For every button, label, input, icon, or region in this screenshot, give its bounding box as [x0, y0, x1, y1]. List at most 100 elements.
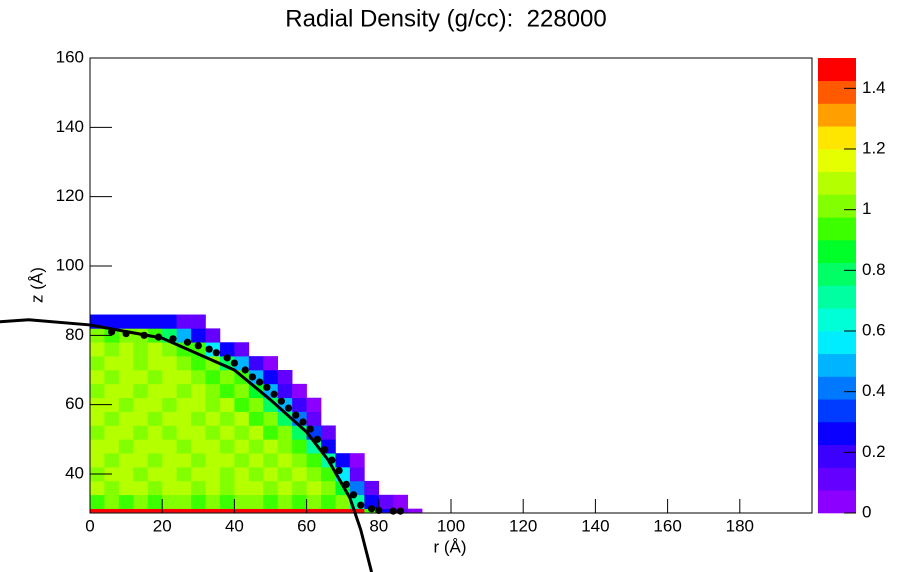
y-tick-label: 80 — [65, 325, 84, 344]
heatmap-cell — [133, 356, 149, 371]
heatmap-cell — [263, 356, 279, 371]
heatmap-cell — [277, 480, 293, 496]
data-point — [205, 345, 213, 353]
heatmap-cell — [248, 356, 264, 371]
data-point — [248, 373, 257, 381]
heatmap-cell — [277, 467, 293, 482]
heatmap-cell — [118, 508, 134, 513]
heatmap-cell — [118, 383, 134, 399]
heatmap-cell — [147, 480, 163, 496]
heatmap-cell — [205, 397, 221, 412]
heatmap-cell — [219, 439, 235, 454]
heatmap-cell — [205, 480, 221, 496]
heatmap-cell — [234, 480, 250, 496]
heatmap-cell — [306, 467, 322, 482]
heatmap-cell — [393, 494, 408, 509]
heatmap-cell — [248, 411, 264, 426]
heatmap-cell — [248, 439, 264, 454]
heatmap-cell — [205, 370, 221, 385]
data-point — [367, 505, 376, 513]
heatmap-cell — [234, 467, 250, 482]
heatmap-cell — [147, 439, 163, 454]
heatmap-cell — [364, 494, 380, 509]
palette-step — [818, 262, 856, 286]
heatmap-cell — [292, 467, 307, 482]
data-point — [263, 383, 271, 391]
heatmap-cell — [234, 425, 250, 440]
heatmap-cell — [133, 411, 149, 426]
heatmap-cell — [176, 508, 192, 513]
heatmap-cell — [133, 342, 149, 357]
colorbar-tick-label: 0.6 — [862, 320, 886, 339]
heatmap-cell — [407, 508, 423, 513]
heatmap-cell — [263, 508, 279, 513]
heatmap-cell — [378, 508, 394, 513]
heatmap-cell — [176, 425, 192, 440]
heatmap-cell — [292, 383, 307, 399]
heatmap-cell — [321, 467, 336, 482]
heatmap-cell — [191, 383, 206, 399]
heatmap-cell — [205, 494, 221, 509]
heatmap-cell — [118, 439, 134, 454]
heatmap-cell — [104, 356, 120, 371]
data-point — [212, 349, 220, 357]
heatmap-cell — [133, 314, 149, 329]
heatmap-cell — [104, 508, 120, 513]
palette-step — [818, 399, 856, 423]
palette-step — [818, 331, 856, 355]
heatmap-cell — [263, 439, 279, 454]
data-point — [194, 342, 202, 350]
heatmap-cell — [147, 467, 163, 482]
x-axis-title: r (Å) — [433, 537, 466, 556]
heatmap-cell — [321, 480, 336, 496]
heatmap-cell — [321, 425, 336, 440]
heatmap-cell — [104, 480, 120, 496]
heatmap-cell — [219, 480, 235, 496]
data-point — [284, 404, 293, 412]
heatmap-cell — [191, 397, 206, 412]
heatmap-cell — [90, 453, 105, 468]
heatmap-cell — [292, 508, 307, 513]
heatmap-cell — [176, 467, 192, 482]
heatmap-cell — [349, 467, 365, 482]
y-tick-label: 140 — [56, 117, 84, 136]
heatmap-cell — [219, 370, 235, 385]
heatmap-cell — [90, 356, 105, 371]
colorbar-tick-label: 1.2 — [862, 138, 886, 157]
heatmap-cell — [277, 494, 293, 509]
heatmap-cell — [306, 508, 322, 513]
heatmap-cell — [378, 494, 394, 509]
heatmap-cell — [234, 508, 250, 513]
x-tick-label: 140 — [581, 516, 609, 535]
data-point — [335, 466, 343, 475]
heatmap-cell — [219, 508, 235, 513]
heatmap-cell — [176, 411, 192, 426]
heatmap-cell — [277, 439, 293, 454]
heatmap-cell — [104, 342, 120, 357]
heatmap-cell — [104, 314, 120, 329]
heatmap-cell — [147, 425, 163, 440]
heatmap-cell — [191, 314, 206, 329]
palette-step — [818, 240, 856, 264]
heatmap-cell — [104, 453, 120, 468]
heatmap-cell — [205, 453, 221, 468]
chart-title: Radial Density (g/cc): 228000 — [285, 5, 607, 32]
heatmap-cell — [104, 370, 120, 385]
heatmap-cell — [263, 480, 279, 496]
heatmap-cell — [234, 383, 250, 399]
heatmap-cell — [191, 480, 206, 496]
colorbar-tick-label: 0.4 — [862, 381, 886, 400]
heatmap-cell — [191, 370, 206, 385]
heatmap-cell — [90, 480, 105, 496]
heatmap-cell — [248, 397, 264, 412]
heatmap-cell — [118, 425, 134, 440]
heatmap-cell — [234, 494, 250, 509]
heatmap-cell — [118, 467, 134, 482]
x-tick-label: 80 — [369, 516, 388, 535]
heatmap-cell — [104, 383, 120, 399]
heatmap-cell — [205, 425, 221, 440]
data-point — [349, 491, 358, 499]
x-tick-label: 0 — [85, 516, 94, 535]
palette-step — [818, 467, 856, 491]
